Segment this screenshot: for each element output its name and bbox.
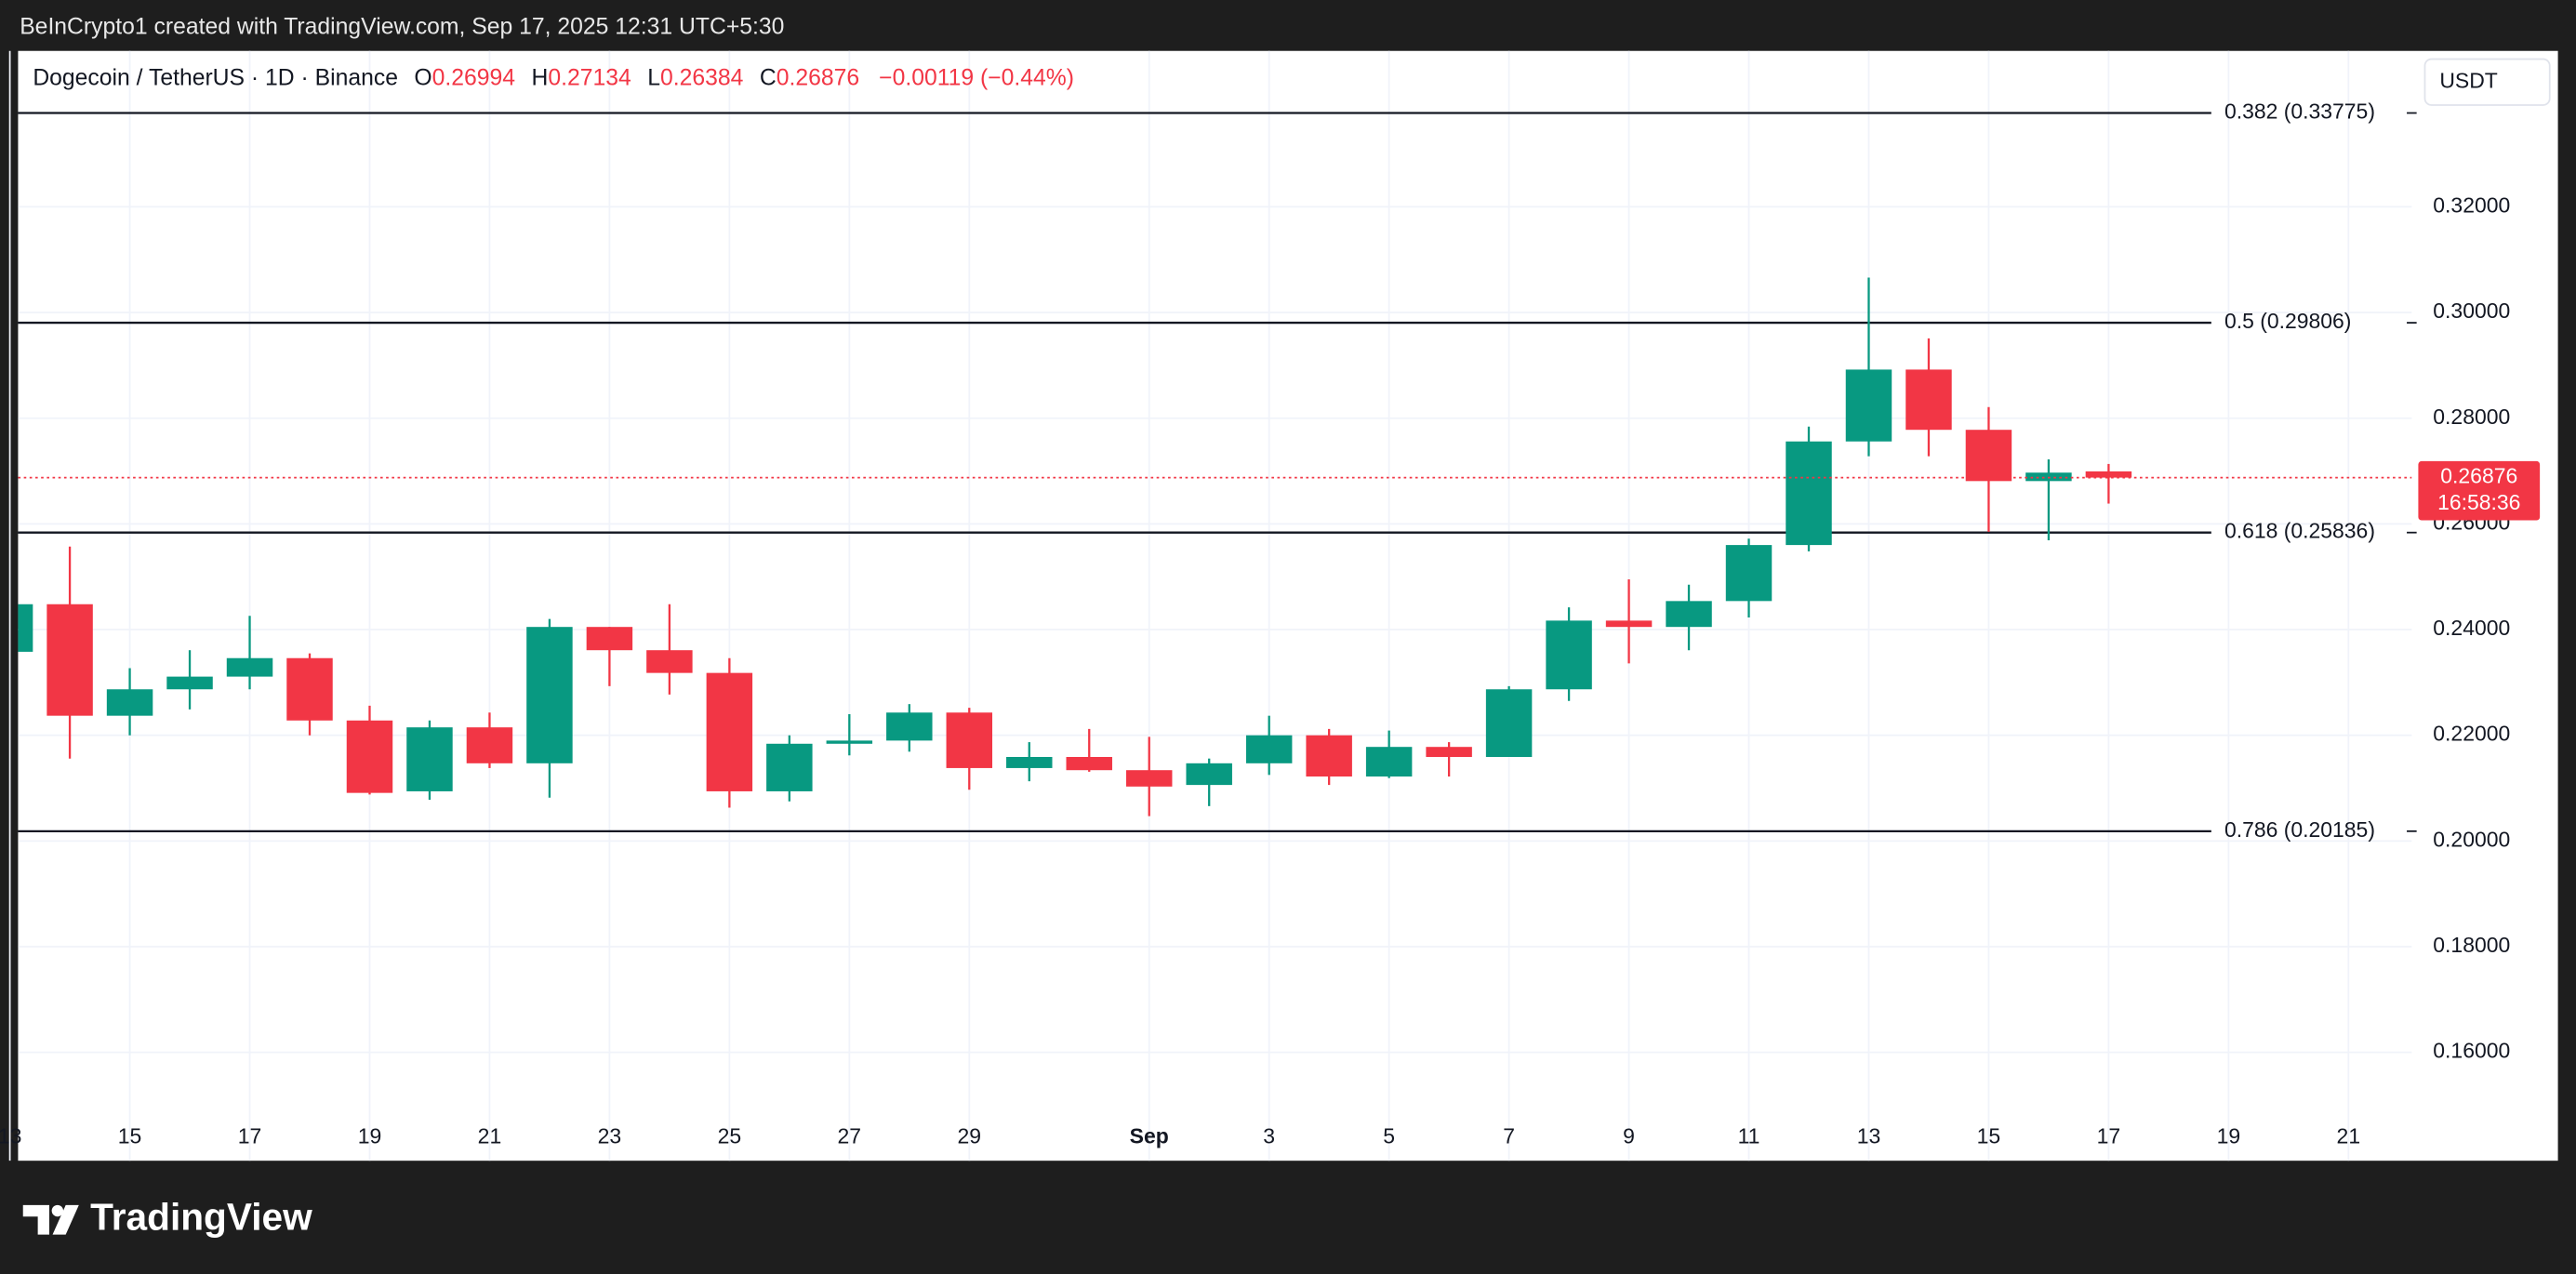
price-value: 0.26876 (2440, 464, 2517, 488)
x-tick-label: 3 (1263, 1124, 1275, 1148)
candle-body (466, 727, 513, 763)
chart-panel (18, 50, 2558, 1161)
x-tick-label: 5 (1383, 1124, 1395, 1148)
ohlc-label: O (414, 65, 432, 90)
candle-body (406, 727, 453, 791)
price-tag (2418, 460, 2541, 521)
candle-body (346, 720, 393, 793)
candle-body (706, 672, 753, 791)
x-tick-label: 17 (238, 1124, 262, 1148)
candle-body (2085, 471, 2132, 478)
x-tick-label: 29 (958, 1124, 982, 1148)
y-tick-label: 0.16000 (2433, 1039, 2510, 1063)
currency[interactable]: USDT (2439, 68, 2497, 92)
candle-body (1605, 620, 1653, 628)
candle-body (1725, 545, 1773, 602)
candle-body (46, 604, 93, 716)
candle-body (586, 627, 633, 651)
ohlc-label: L (647, 65, 660, 90)
x-tick-label: 17 (2097, 1124, 2121, 1148)
candle-body (1365, 747, 1413, 777)
candle-body (826, 740, 873, 744)
attribution: BeInCrypto1 created with TradingView.com… (20, 15, 784, 40)
fib-label: 0.5 (0.29806) (2224, 309, 2351, 333)
x-tick-label: 19 (2217, 1124, 2241, 1148)
ohlc-label: C (760, 65, 777, 90)
change: −0.00119 (−0.44%) (879, 65, 1074, 90)
fib-levels: 0.382 (0.33775) 0.5 (0.29806) 0.618 (0.258… (18, 100, 2417, 842)
candle-body (1845, 369, 1892, 442)
x-tick-label: 19 (358, 1124, 382, 1148)
candle-body (18, 604, 33, 652)
fib-label: 0.382 (0.33775) (2224, 100, 2375, 124)
currency-button[interactable] (2423, 58, 2551, 106)
y-tick-label: 0.32000 (2433, 192, 2510, 217)
candle-body (106, 689, 153, 716)
grid (8, 50, 2412, 1161)
candle-body (1965, 430, 2012, 482)
x-tick-label: 21 (2337, 1124, 2361, 1148)
x-tick-label: 13 (0, 1124, 21, 1148)
x-tick-label: 15 (1977, 1124, 2001, 1148)
x-tick-label: 25 (718, 1124, 742, 1148)
x-tick-label: 11 (1738, 1124, 1760, 1148)
fib-label: 0.786 (0.20185) (2224, 817, 2375, 842)
brand: TradingView (90, 1195, 312, 1238)
candle-body (1426, 747, 1472, 757)
candle-body (646, 650, 693, 673)
axes: 0.160000.180000.200000.220000.240000.260… (0, 192, 2510, 1148)
candle-body (1006, 756, 1053, 768)
candle-body (886, 712, 933, 741)
ohlc-value: 0.26876 (777, 65, 859, 90)
ohlc-value: 0.26994 (432, 65, 516, 90)
y-tick-label: 0.18000 (2433, 933, 2510, 957)
candle-body (766, 743, 813, 791)
candle-body (1186, 763, 1232, 786)
candle-body (1066, 756, 1112, 771)
x-tick-label: 9 (1623, 1124, 1635, 1148)
countdown: 16:58:36 (2437, 490, 2520, 514)
ohlc-value: 0.27134 (548, 65, 631, 90)
candle-body (1546, 620, 1592, 690)
candle-body (1245, 735, 1293, 763)
candle-body (1306, 735, 1352, 777)
x-tick-label: 23 (598, 1124, 622, 1148)
symbol: Dogecoin / TetherUS · 1D · Binance (33, 65, 398, 90)
candle-body (226, 657, 273, 677)
brand-logo (22, 1204, 79, 1235)
ohlc-label: H (532, 65, 549, 90)
legend: Dogecoin / TetherUS · 1D · Binance O0.26… (33, 65, 1074, 90)
candle-body (166, 676, 213, 690)
candle-body (1125, 770, 1173, 787)
fib-label: 0.618 (0.25836) (2224, 519, 2375, 543)
candle-body (1786, 441, 1832, 546)
x-tick-label: 7 (1503, 1124, 1515, 1148)
y-tick-label: 0.22000 (2433, 722, 2510, 746)
y-tick-label: 0.30000 (2433, 299, 2510, 323)
candle-body (1666, 601, 1712, 628)
ohlc-value: 0.26384 (660, 65, 744, 90)
y-tick-label: 0.28000 (2433, 405, 2510, 429)
x-tick-label: Sep (1130, 1124, 1169, 1148)
x-tick-label: 27 (838, 1124, 862, 1148)
candle-body (526, 627, 573, 763)
candle-body (286, 657, 333, 721)
x-tick-label: 13 (1857, 1124, 1881, 1148)
candles (18, 277, 2412, 816)
candle-body (946, 712, 993, 768)
candle-body (1485, 689, 1533, 757)
x-tick-label: 21 (478, 1124, 502, 1148)
candle-body (1905, 369, 1952, 431)
x-tick-label: 15 (118, 1124, 142, 1148)
y-tick-label: 0.24000 (2433, 616, 2510, 640)
y-tick-label: 0.20000 (2433, 827, 2510, 851)
